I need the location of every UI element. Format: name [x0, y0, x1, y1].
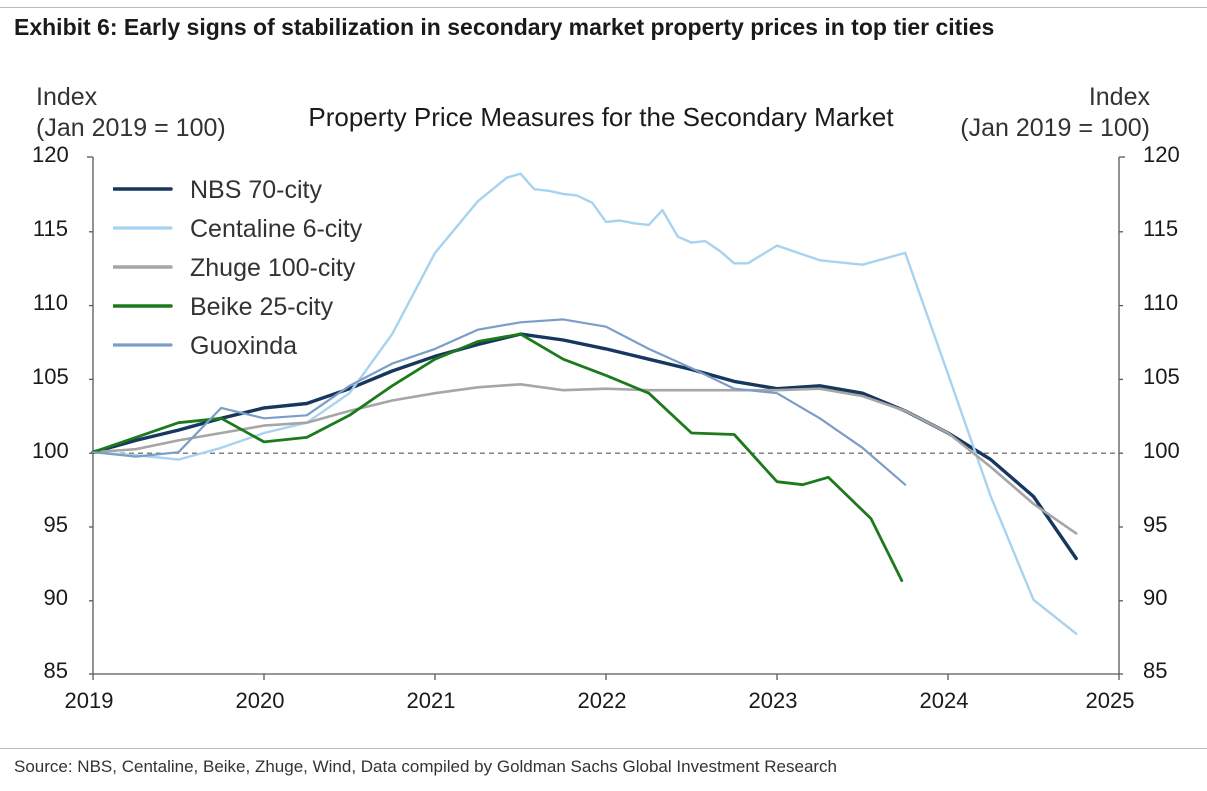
svg-text:Beike 25-city: Beike 25-city [190, 293, 334, 321]
svg-text:Centaline 6-city: Centaline 6-city [190, 215, 363, 243]
svg-text:Zhuge 100-city: Zhuge 100-city [190, 254, 356, 282]
svg-text:Guoxinda: Guoxinda [190, 332, 297, 356]
svg-text:NBS 70-city: NBS 70-city [190, 176, 322, 204]
